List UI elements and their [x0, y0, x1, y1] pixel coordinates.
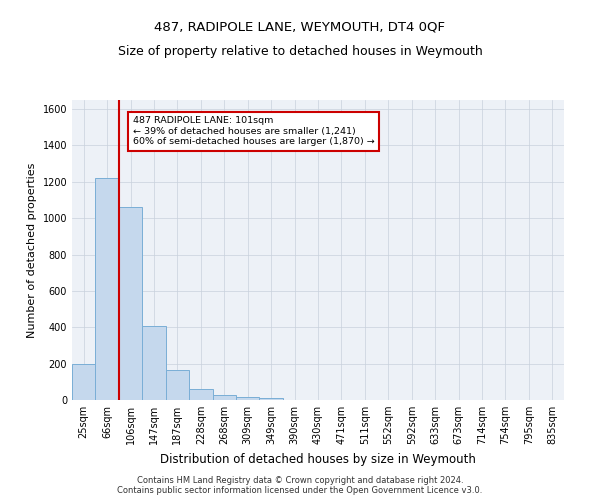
Text: Contains HM Land Registry data © Crown copyright and database right 2024.
Contai: Contains HM Land Registry data © Crown c…: [118, 476, 482, 495]
Text: 487, RADIPOLE LANE, WEYMOUTH, DT4 0QF: 487, RADIPOLE LANE, WEYMOUTH, DT4 0QF: [155, 20, 445, 33]
Bar: [166, 370, 189, 400]
Bar: [119, 208, 142, 400]
Bar: [236, 396, 259, 400]
Bar: [212, 395, 236, 400]
Text: 487 RADIPOLE LANE: 101sqm
← 39% of detached houses are smaller (1,241)
60% of se: 487 RADIPOLE LANE: 101sqm ← 39% of detac…: [133, 116, 374, 146]
Bar: [95, 178, 119, 400]
Bar: [259, 398, 283, 400]
X-axis label: Distribution of detached houses by size in Weymouth: Distribution of detached houses by size …: [160, 452, 476, 466]
Text: Size of property relative to detached houses in Weymouth: Size of property relative to detached ho…: [118, 45, 482, 58]
Bar: [142, 326, 166, 400]
Y-axis label: Number of detached properties: Number of detached properties: [27, 162, 37, 338]
Bar: [72, 364, 95, 400]
Bar: [189, 389, 212, 400]
